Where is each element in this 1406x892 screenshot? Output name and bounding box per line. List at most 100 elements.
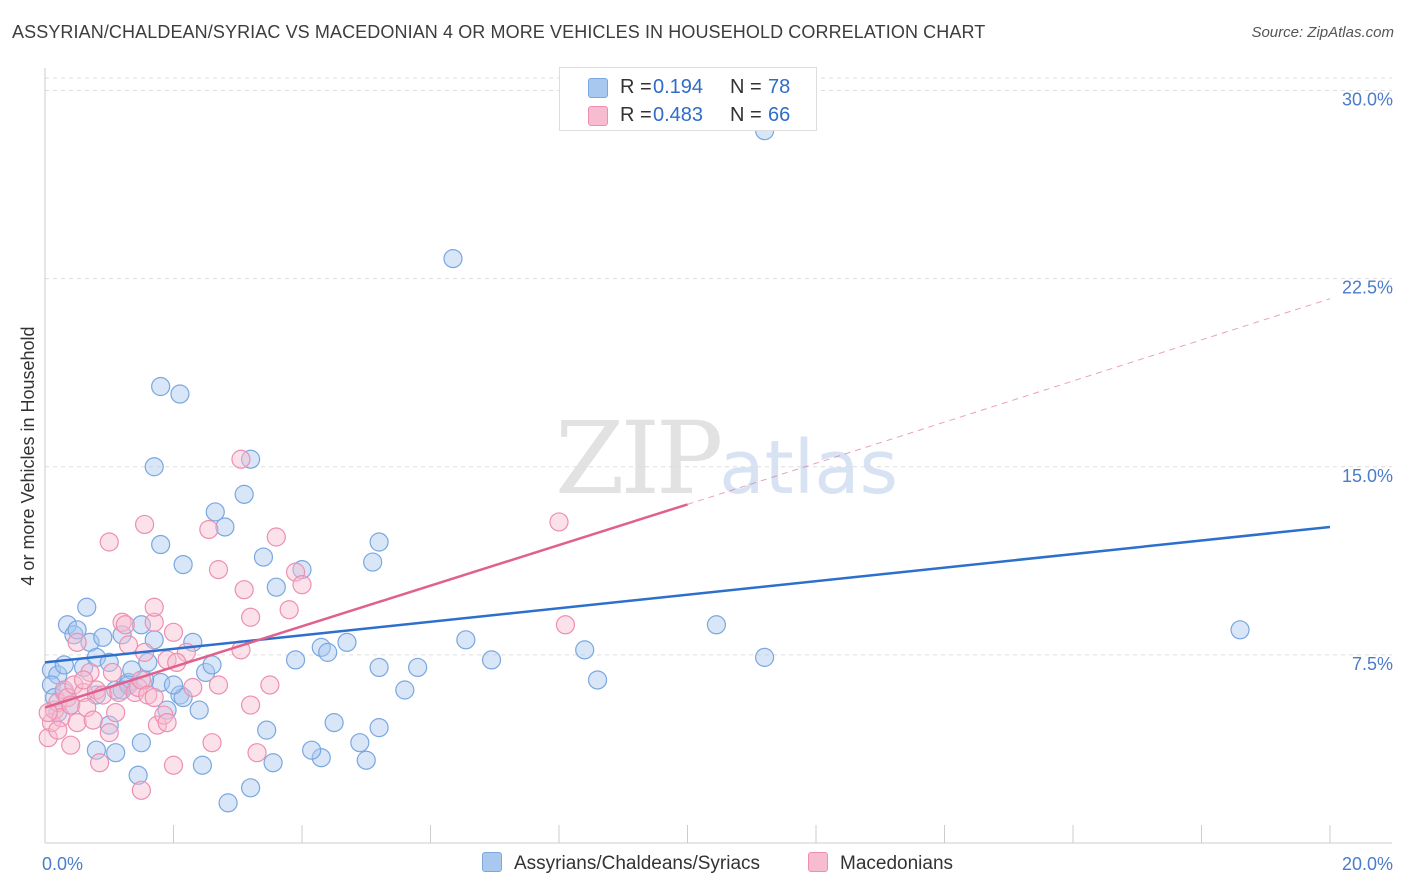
point-macedonian: [199, 519, 219, 540]
y-tick-label: 15.0%: [1342, 466, 1393, 486]
point-assyrian: [196, 662, 216, 683]
point-assyrian: [324, 713, 344, 733]
point-assyrian: [106, 743, 126, 763]
point-assyrian: [128, 765, 148, 785]
point-macedonian: [115, 615, 135, 635]
point-macedonian: [38, 702, 58, 723]
point-assyrian: [456, 630, 476, 650]
point-macedonian: [208, 675, 229, 695]
point-macedonian: [83, 710, 103, 730]
point-assyrian: [215, 517, 235, 537]
point-assyrian: [754, 647, 775, 667]
point-assyrian: [302, 740, 322, 760]
point-assyrian: [706, 615, 727, 635]
legend-row-assyrians: R = 0.194 N = 78: [560, 74, 816, 102]
point-assyrian: [253, 547, 274, 567]
point-assyrian: [363, 552, 383, 572]
point-macedonian: [112, 612, 132, 632]
point-macedonian: [163, 755, 184, 775]
legend-swatch-blue: [588, 78, 608, 98]
point-macedonian: [231, 449, 251, 469]
point-assyrian: [285, 650, 306, 670]
legend-row-macedonians: R = 0.483 N = 66: [560, 102, 816, 130]
point-macedonian: [279, 600, 299, 620]
point-macedonian: [285, 562, 306, 582]
bottom-legend-swatch-blue: [482, 852, 502, 872]
point-assyrian: [163, 675, 184, 695]
point-macedonian: [555, 615, 576, 635]
point-macedonian: [99, 532, 119, 552]
point-assyrian: [266, 577, 286, 597]
legend-r-value: 0.483: [653, 104, 704, 126]
point-macedonian: [144, 612, 164, 632]
x-tick-label: 0.0%: [42, 854, 83, 874]
point-assyrian: [443, 248, 463, 269]
point-macedonian: [292, 575, 312, 595]
point-macedonian: [61, 735, 81, 755]
point-assyrian: [151, 534, 171, 555]
point-assyrian: [337, 632, 357, 652]
point-assyrian: [587, 670, 608, 690]
point-assyrian: [395, 680, 415, 700]
point-assyrian: [77, 597, 97, 617]
trend-line-macedonian-extrapolated: [687, 298, 1331, 505]
y-tick-label: 22.5%: [1342, 278, 1393, 298]
point-assyrian: [318, 642, 338, 662]
bottom-legend-macedonians: Macedonians: [808, 852, 953, 875]
point-assyrian: [173, 554, 193, 575]
point-assyrian: [131, 733, 151, 753]
point-macedonian: [102, 662, 123, 683]
legend-n-value: 66: [768, 104, 791, 126]
point-macedonian: [73, 670, 94, 690]
point-assyrian: [369, 657, 389, 678]
point-assyrian: [86, 740, 107, 760]
point-assyrian: [93, 627, 113, 647]
point-macedonian: [202, 733, 222, 753]
point-assyrian: [575, 640, 595, 660]
point-macedonian: [247, 743, 267, 763]
point-assyrian: [481, 650, 502, 670]
point-macedonian: [106, 702, 126, 723]
point-macedonian: [241, 695, 261, 715]
point-macedonian: [80, 662, 100, 683]
point-macedonian: [144, 687, 164, 708]
watermark-zip: ZIP: [555, 400, 723, 517]
bottom-legend-assyrians: Assyrians/Chaldeans/Syriacs: [482, 852, 760, 875]
point-macedonian: [77, 697, 97, 718]
point-macedonian: [118, 635, 139, 655]
point-assyrian: [241, 778, 261, 798]
point-assyrian: [218, 793, 238, 813]
point-assyrian: [408, 657, 428, 678]
point-assyrian: [202, 655, 222, 675]
point-assyrian: [311, 748, 331, 768]
point-macedonian: [163, 622, 184, 642]
bottom-legend-label: Macedonians: [840, 853, 954, 874]
correlation-legend: R = 0.194 N = 78 R = 0.483 N = 66: [559, 67, 817, 131]
point-assyrian: [241, 449, 261, 469]
point-macedonian: [266, 527, 286, 547]
point-macedonian: [549, 512, 569, 532]
legend-swatch-pink: [588, 106, 608, 126]
point-assyrian: [350, 733, 370, 753]
watermark: ZIPatlas: [555, 400, 898, 517]
watermark-atlas: atlas: [719, 425, 899, 511]
point-macedonian: [260, 675, 280, 695]
point-macedonian: [157, 713, 177, 733]
point-macedonian: [134, 514, 155, 535]
point-macedonian: [183, 677, 203, 698]
point-macedonian: [99, 723, 119, 743]
point-macedonian: [67, 713, 87, 733]
point-macedonian: [144, 597, 164, 617]
bottom-legend-label: Assyrians/Chaldeans/Syriacs: [514, 853, 761, 874]
chart-title: ASSYRIAN/CHALDEAN/SYRIAC VS MACEDONIAN 4…: [12, 22, 986, 42]
y-tick-label: 7.5%: [1352, 654, 1393, 674]
point-macedonian: [241, 607, 261, 627]
legend-r-label: R =: [620, 76, 652, 98]
y-tick-label: 30.0%: [1342, 90, 1393, 110]
y-axis-label: 4 or more Vehicles in Household: [18, 326, 38, 585]
point-assyrian: [205, 502, 225, 522]
point-macedonian: [234, 580, 254, 600]
chart-source: Source: ZipAtlas.com: [1251, 24, 1394, 41]
legend-n-value: 78: [768, 76, 791, 98]
point-assyrian: [151, 376, 171, 397]
